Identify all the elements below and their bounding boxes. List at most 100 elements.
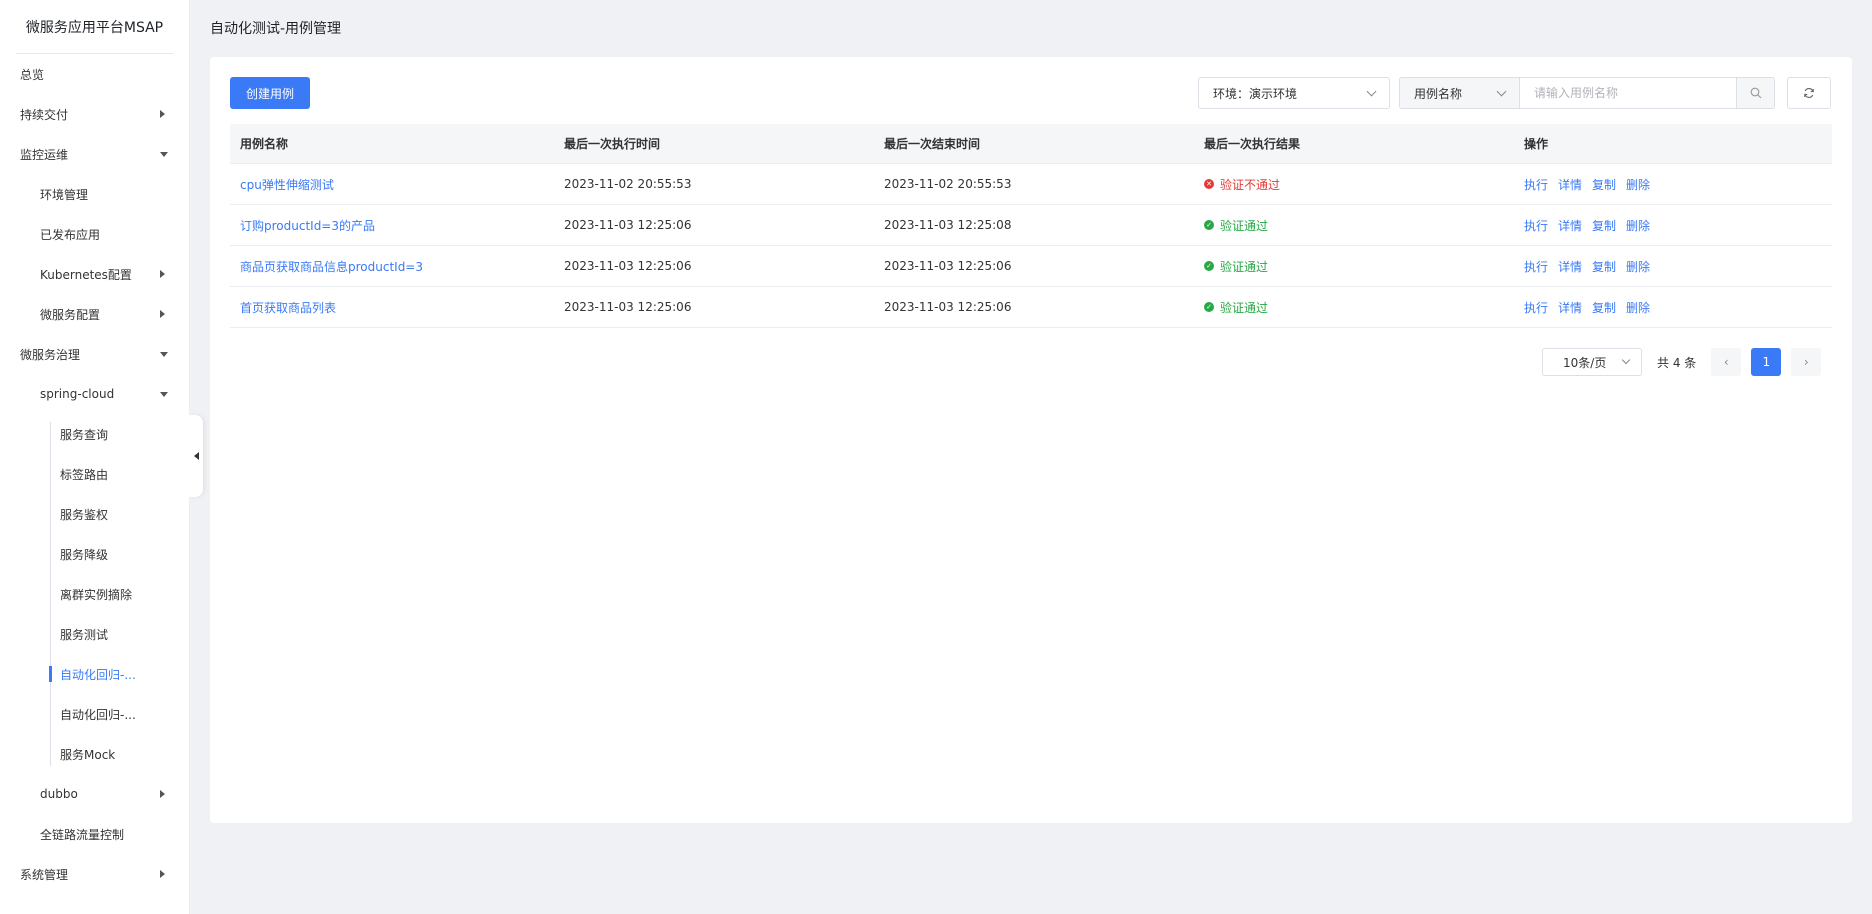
column-header: 用例名称	[240, 137, 289, 151]
copy-link[interactable]: 复制	[1592, 177, 1617, 192]
case-name-link[interactable]: cpu弹性伸缩测试	[240, 177, 334, 192]
copy-link[interactable]: 复制	[1592, 218, 1617, 233]
delete-link[interactable]: 删除	[1626, 177, 1651, 192]
env-select[interactable]: 环境：演示环境	[1198, 77, 1390, 109]
check-circle-icon: ✓	[1204, 261, 1214, 271]
sidebar-item-label: 离群实例摘除	[60, 587, 133, 602]
refresh-icon	[1804, 88, 1814, 98]
row-actions: 执行 详情 复制 删除	[1514, 299, 1832, 316]
caret-right-icon	[160, 110, 165, 118]
sidebar-item-dubbo[interactable]: dubbo	[0, 774, 189, 814]
sidebar-item-service-test[interactable]: 服务测试	[0, 614, 189, 654]
status-badge: ✕ 验证不通过	[1204, 176, 1514, 193]
end-time: 2023-11-02 20:55:53	[884, 177, 1012, 191]
sidebar-item-service-mock[interactable]: 服务Mock	[0, 734, 189, 774]
table-row: cpu弹性伸缩测试 2023-11-02 20:55:53 2023-11-02…	[230, 164, 1832, 205]
sidebar-item-label: 持续交付	[20, 107, 69, 122]
next-page-button[interactable]: ›	[1791, 348, 1822, 376]
sidebar-item-label: 自动化回归-...	[60, 707, 136, 722]
execute-link[interactable]: 执行	[1524, 300, 1549, 315]
status-text: 验证通过	[1220, 218, 1269, 233]
delete-link[interactable]: 删除	[1626, 218, 1651, 233]
page-number-current[interactable]: 1	[1751, 348, 1782, 376]
search-button[interactable]	[1736, 78, 1774, 108]
case-table: 用例名称 最后一次执行时间 最后一次结束时间 最后一次执行结果 操作 cpu弹性…	[230, 124, 1832, 328]
sidebar-item-overview[interactable]: 总览	[0, 54, 189, 94]
refresh-button[interactable]	[1787, 77, 1831, 109]
sidebar-item-label: 监控运维	[20, 147, 69, 162]
page-size-select[interactable]: 10条/页	[1542, 348, 1642, 376]
sidebar-item-label: 系统管理	[20, 867, 69, 882]
sidebar-item-label: 已发布应用	[40, 227, 101, 242]
search-group: 用例名称	[1399, 77, 1775, 109]
detail-link[interactable]: 详情	[1558, 259, 1583, 274]
sidebar-item-microservice-config[interactable]: 微服务配置	[0, 294, 189, 334]
column-header: 操作	[1524, 137, 1549, 151]
page-title: 自动化测试-用例管理	[210, 21, 342, 37]
create-case-button[interactable]: 创建用例	[230, 77, 310, 109]
sidebar: 微服务应用平台MSAP 总览 持续交付 监控运维 环境管理 已发布应用 Kube…	[0, 0, 190, 914]
collapse-left-icon	[193, 452, 199, 460]
sidebar-item-spring-cloud[interactable]: spring-cloud	[0, 374, 189, 414]
env-select-value: 环境：演示环境	[1213, 86, 1298, 101]
sidebar-item-label: 微服务配置	[40, 307, 101, 322]
pagination: 10条/页 共 4 条 ‹ 1 ›	[1542, 348, 1822, 376]
sidebar-item-service-auth[interactable]: 服务鉴权	[0, 494, 189, 534]
search-input[interactable]	[1520, 78, 1736, 108]
chevron-left-icon: ‹	[1723, 355, 1729, 369]
chevron-right-icon: ›	[1803, 355, 1809, 369]
sidebar-collapse-button[interactable]	[189, 415, 203, 497]
active-indicator	[49, 666, 52, 682]
end-time: 2023-11-03 12:25:08	[884, 218, 1012, 232]
case-name-link[interactable]: 商品页获取商品信息productId=3	[240, 259, 424, 274]
caret-right-icon	[160, 790, 165, 798]
column-header: 最后一次执行结果	[1204, 137, 1301, 151]
status-badge: ✓ 验证通过	[1204, 217, 1514, 234]
sidebar-item-system-management[interactable]: 系统管理	[0, 854, 189, 894]
sidebar-item-auto-regression-2[interactable]: 自动化回归-...	[0, 694, 189, 734]
sidebar-menu: 总览 持续交付 监控运维 环境管理 已发布应用 Kubernetes配置 微服务…	[0, 54, 189, 894]
detail-link[interactable]: 详情	[1558, 177, 1583, 192]
end-time: 2023-11-03 12:25:06	[884, 300, 1012, 314]
case-name-link[interactable]: 首页获取商品列表	[240, 300, 337, 315]
copy-link[interactable]: 复制	[1592, 300, 1617, 315]
exec-time: 2023-11-03 12:25:06	[564, 300, 692, 314]
caret-right-icon	[160, 270, 165, 278]
execute-link[interactable]: 执行	[1524, 218, 1549, 233]
detail-link[interactable]: 详情	[1558, 300, 1583, 315]
sidebar-item-kubernetes-config[interactable]: Kubernetes配置	[0, 254, 189, 294]
chevron-down-icon	[1621, 355, 1631, 365]
submenu-guide-line	[50, 422, 51, 766]
copy-link[interactable]: 复制	[1592, 259, 1617, 274]
search-type-select[interactable]: 用例名称	[1400, 78, 1520, 108]
sidebar-item-auto-regression-1[interactable]: 自动化回归-...	[0, 654, 189, 694]
sidebar-item-monitoring[interactable]: 监控运维	[0, 134, 189, 174]
sidebar-item-continuous-delivery[interactable]: 持续交付	[0, 94, 189, 134]
exec-time: 2023-11-03 12:25:06	[564, 218, 692, 232]
sidebar-item-microservice-governance[interactable]: 微服务治理	[0, 334, 189, 374]
status-badge: ✓ 验证通过	[1204, 299, 1514, 316]
prev-page-button[interactable]: ‹	[1711, 348, 1742, 376]
sidebar-item-full-link-traffic[interactable]: 全链路流量控制	[0, 814, 189, 854]
sidebar-item-service-query[interactable]: 服务查询	[0, 414, 189, 454]
check-circle-icon: ✓	[1204, 302, 1214, 312]
sidebar-item-label: 自动化回归-...	[60, 667, 136, 682]
sidebar-item-label: 总览	[20, 67, 45, 82]
sidebar-item-label: 服务降级	[60, 547, 109, 562]
sidebar-item-env-management[interactable]: 环境管理	[0, 174, 189, 214]
delete-link[interactable]: 删除	[1626, 259, 1651, 274]
status-text: 验证通过	[1220, 300, 1269, 315]
sidebar-item-service-degrade[interactable]: 服务降级	[0, 534, 189, 574]
sidebar-item-outlier-removal[interactable]: 离群实例摘除	[0, 574, 189, 614]
delete-link[interactable]: 删除	[1626, 300, 1651, 315]
execute-link[interactable]: 执行	[1524, 259, 1549, 274]
search-type-value: 用例名称	[1414, 86, 1463, 101]
detail-link[interactable]: 详情	[1558, 218, 1583, 233]
case-name-link[interactable]: 订购productId=3的产品	[240, 218, 376, 233]
sidebar-item-tag-routing[interactable]: 标签路由	[0, 454, 189, 494]
status-badge: ✓ 验证通过	[1204, 258, 1514, 275]
error-icon: ✕	[1204, 179, 1214, 189]
chevron-down-icon	[1366, 86, 1377, 97]
execute-link[interactable]: 执行	[1524, 177, 1549, 192]
sidebar-item-published-apps[interactable]: 已发布应用	[0, 214, 189, 254]
